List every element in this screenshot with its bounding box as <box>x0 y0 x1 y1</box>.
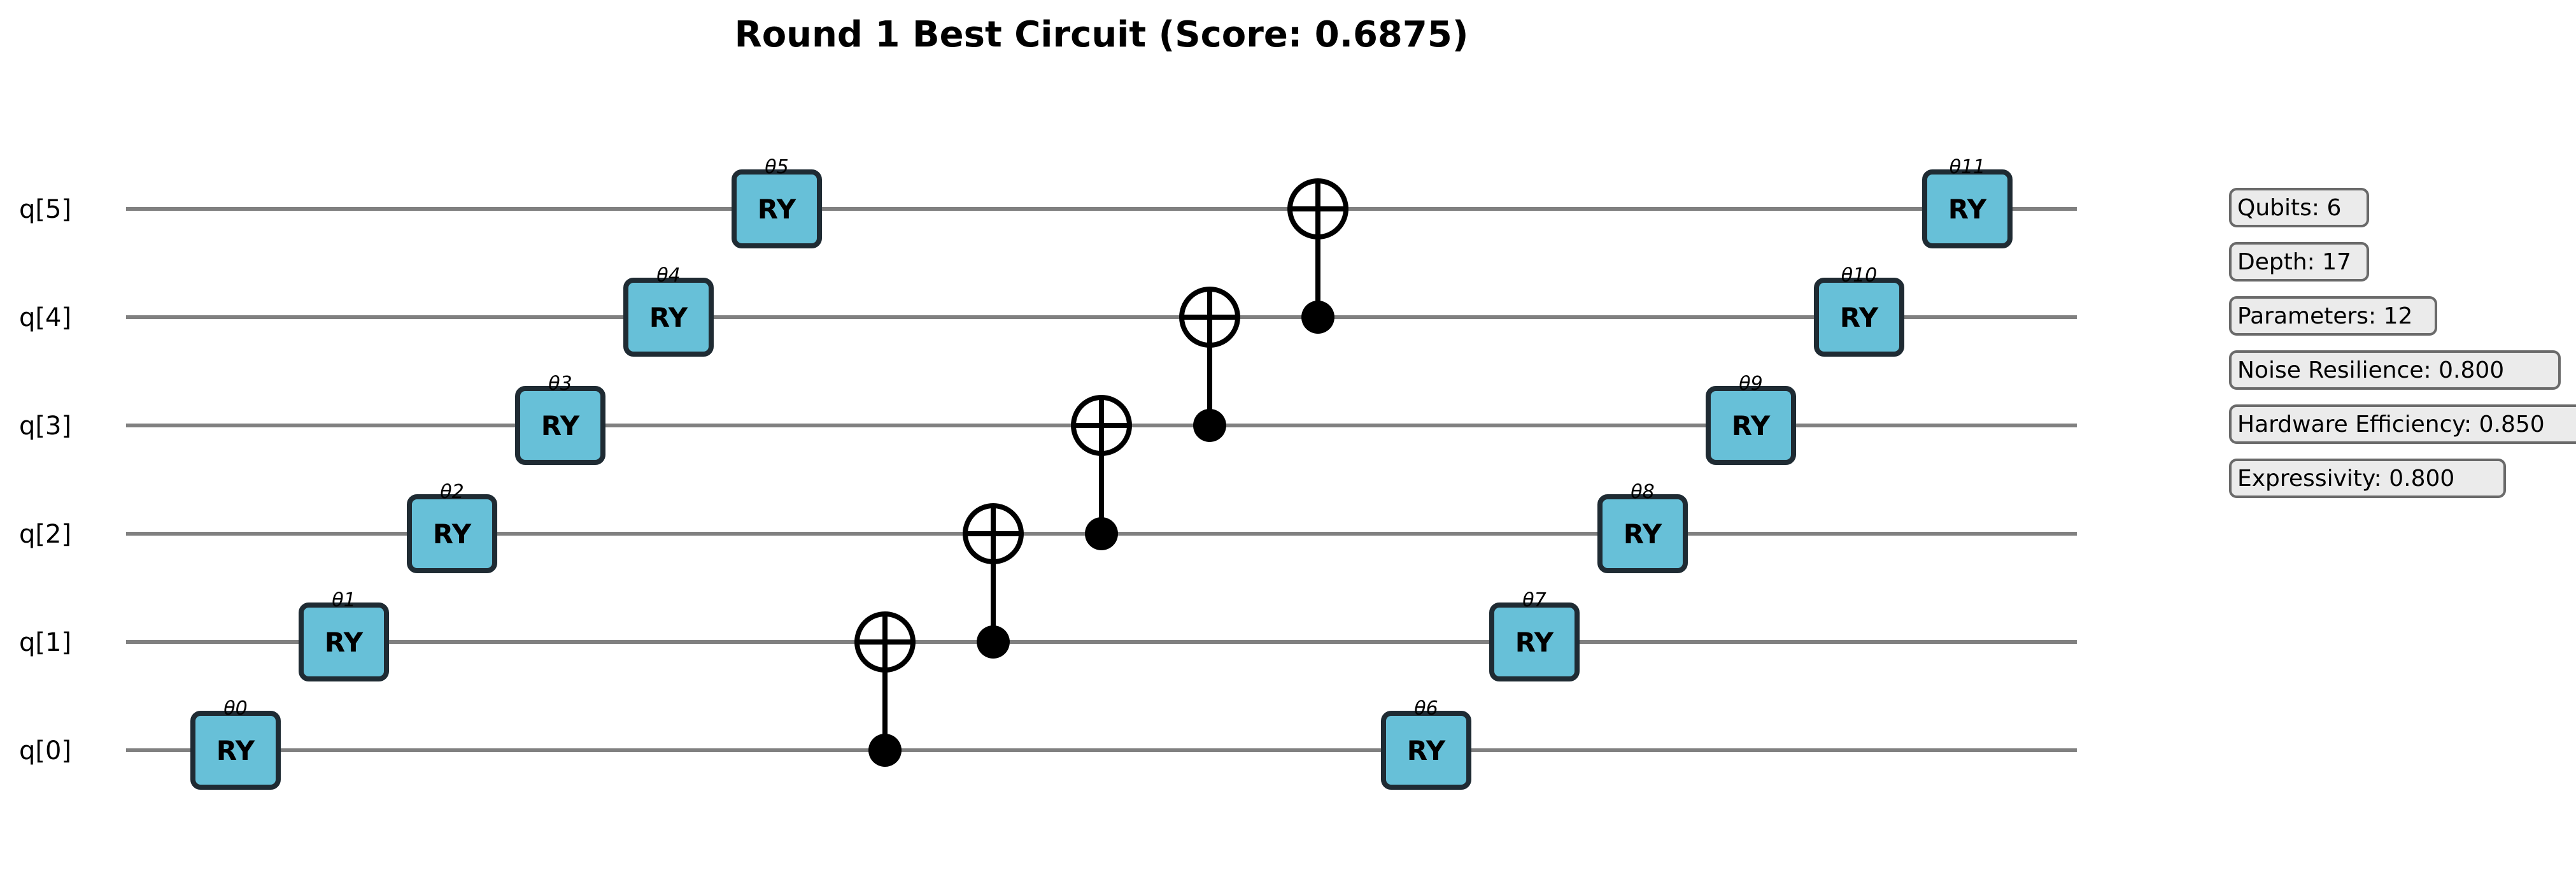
qubit-label: q[0] <box>19 736 71 766</box>
gate-box <box>407 494 497 573</box>
metric-badge: Depth: 17 <box>2229 242 2369 282</box>
gate-param: θ11 <box>1950 156 1986 178</box>
ry-gate: RY θ4 <box>623 264 714 357</box>
cnot-gate <box>854 611 916 767</box>
metric-box <box>2229 459 2506 498</box>
qubit-label: q[4] <box>19 303 71 332</box>
gate-label: RY <box>1624 518 1662 550</box>
ry-gate: RY θ5 <box>732 156 822 248</box>
gate-label: RY <box>1515 627 1554 658</box>
control-dot <box>1193 409 1226 442</box>
cnot-gate <box>1287 178 1348 334</box>
ry-gate: RY θ8 <box>1597 481 1688 573</box>
gate-label: RY <box>433 518 472 550</box>
gate-box <box>732 169 822 248</box>
qubit-label: q[5] <box>19 195 71 224</box>
metric-text: Expressivity: 0.800 <box>2237 466 2454 492</box>
gate-param: θ3 <box>548 373 572 395</box>
gate-param: θ6 <box>1414 697 1438 720</box>
ry-gate: RY θ0 <box>190 697 281 790</box>
gate-label: RY <box>1732 410 1771 441</box>
metric-box <box>2229 188 2369 227</box>
gate-param: θ8 <box>1631 481 1654 503</box>
gate-box <box>1922 169 2013 248</box>
gate-box <box>623 278 714 357</box>
gate-label: RY <box>541 410 580 441</box>
metric-badge: Parameters: 12 <box>2229 296 2437 336</box>
metric-badge: Qubits: 6 <box>2229 188 2369 227</box>
gate-label: RY <box>1407 735 1446 766</box>
gate-param: θ4 <box>656 264 680 287</box>
gate-box <box>299 602 389 681</box>
qubit-label: q[3] <box>19 411 71 441</box>
gate-box <box>1814 278 1904 357</box>
gate-box <box>1381 711 1471 790</box>
gate-label: RY <box>1948 194 1987 225</box>
metric-text: Noise Resilience: 0.800 <box>2237 357 2504 383</box>
ry-gate: RY θ1 <box>299 589 389 681</box>
cnot-gate <box>963 503 1024 659</box>
gate-label: RY <box>216 735 255 766</box>
control-dot <box>977 625 1010 659</box>
control-dot <box>868 734 902 767</box>
gates-layer: RY θ0 RY θ1 RY θ2 RY θ3 RY θ4 RY θ5 RY θ6 RY θ7 RY θ8 RY θ9… <box>190 156 2013 790</box>
metric-text: Parameters: 12 <box>2237 303 2412 329</box>
qubit-label: q[2] <box>19 520 71 549</box>
metric-box <box>2229 296 2437 336</box>
metric-text: Qubits: 6 <box>2237 195 2341 221</box>
gate-label: RY <box>758 194 796 225</box>
gate-param: θ5 <box>765 156 788 178</box>
ry-gate: RY θ10 <box>1814 264 1904 357</box>
ry-gate: RY θ9 <box>1706 373 1796 465</box>
cnot-gate <box>1071 395 1132 550</box>
metric-box <box>2229 350 2561 390</box>
gate-box <box>1597 494 1688 573</box>
cnot-gate <box>1179 287 1240 442</box>
gate-param: θ2 <box>440 481 464 503</box>
control-dot <box>1085 517 1118 550</box>
metric-text: Depth: 17 <box>2237 249 2351 275</box>
qubit-label: q[1] <box>19 628 71 657</box>
gate-label: RY <box>325 627 364 658</box>
control-dot <box>1301 301 1334 334</box>
gate-box <box>190 711 281 790</box>
metrics-panel: Qubits: 6 Depth: 17 Parameters: 12 Noise Re… <box>2229 188 2576 498</box>
metric-badge: Expressivity: 0.800 <box>2229 459 2506 498</box>
gate-param: θ0 <box>223 697 247 720</box>
qubit-labels: q[0] q[1] q[2] q[3] q[4] q[5] <box>19 195 71 766</box>
metric-badge: Noise Resilience: 0.800 <box>2229 350 2561 390</box>
metric-box <box>2229 242 2369 282</box>
gate-box <box>1489 602 1580 681</box>
ry-gate: RY θ11 <box>1922 156 2013 248</box>
gate-param: θ10 <box>1841 264 1878 287</box>
ry-gate: RY θ7 <box>1489 589 1580 681</box>
gate-box <box>1706 386 1796 465</box>
metric-box <box>2229 404 2576 444</box>
gate-param: θ7 <box>1522 589 1546 611</box>
gate-label: RY <box>649 302 688 333</box>
ry-gate: RY θ2 <box>407 481 497 573</box>
ry-gate: RY θ6 <box>1381 697 1471 790</box>
ry-gate: RY θ3 <box>515 373 605 465</box>
gate-param: θ9 <box>1739 373 1762 395</box>
metric-text: Hardware Efficiency: 0.850 <box>2237 411 2545 438</box>
gate-label: RY <box>1840 302 1879 333</box>
gate-param: θ1 <box>332 589 355 611</box>
gate-box <box>515 386 605 465</box>
chart-title: Round 1 Best Circuit (Score: 0.6875) <box>735 14 1469 55</box>
metric-badge: Hardware Efficiency: 0.850 <box>2229 404 2576 444</box>
